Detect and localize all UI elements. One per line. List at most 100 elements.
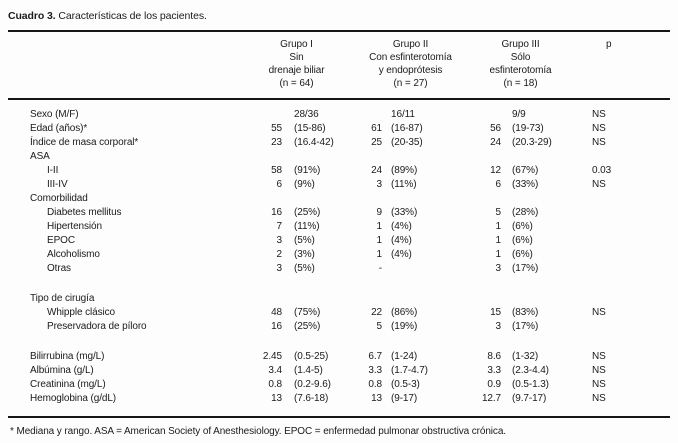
group1-range: (7.6-18)	[294, 393, 329, 404]
table-row: EPOC 3 (5%) 1 (4%) 1 (6%)	[8, 234, 670, 248]
table-row: Índice de masa corporal* 23 (16.4-42) 25 (20…	[8, 136, 670, 150]
group2-range: (16-87)	[391, 123, 423, 134]
table-row: Bilirrubina (mg/L) 2.45 (0.5-25) 6.7 (1-24) 8…	[8, 350, 670, 364]
group1-range: (9%)	[294, 179, 315, 190]
group1-range: (15-86)	[294, 123, 326, 134]
group2-range	[382, 292, 468, 306]
group3-range	[501, 150, 573, 164]
group2-range: (33%)	[391, 207, 418, 218]
group2-range: (1.7-4.7)	[391, 365, 428, 376]
group2-count: -	[378, 263, 383, 274]
row-label: Hipertensión	[47, 221, 102, 232]
group1-count: 48	[271, 307, 282, 318]
row-label: Otras	[47, 263, 71, 274]
row-label: Bilirrubina (mg/L)	[30, 351, 105, 362]
group1-count: 7	[276, 221, 282, 232]
p-value	[573, 248, 670, 262]
group1-range	[282, 292, 353, 306]
table-row: III-IV 6 (9%) 3 (11%) 6 (33%) NS	[8, 178, 670, 192]
group3-count: 12.7	[481, 393, 502, 404]
table-row: Otras 3 (5%) - 3 (17%)	[8, 262, 670, 276]
group3-range	[501, 292, 573, 306]
group1-count: 2.45	[262, 351, 282, 362]
group3-count: 15	[490, 307, 502, 318]
header-group3-name: Grupo III	[501, 39, 540, 50]
header-group1-desc2: drenaje biliar	[268, 65, 325, 76]
group1-range: (91%)	[294, 165, 321, 176]
group2-count: 0.8	[368, 379, 383, 390]
row-label: Creatinina (mg/L)	[30, 379, 106, 390]
group3-range: (33%)	[512, 179, 539, 190]
patients-table: Grupo I Sin drenaje biliar (n = 64) Grup…	[8, 30, 671, 418]
header-group2-desc1: Con esfinterotomía	[369, 52, 452, 63]
group3-range: (28%)	[512, 207, 539, 218]
p-value: NS	[592, 365, 606, 376]
p-value	[573, 206, 670, 220]
group1-count	[240, 292, 282, 306]
group2-count: 61	[371, 123, 383, 134]
group1-count: 16	[271, 321, 282, 332]
group3-range: 9/9	[512, 109, 526, 120]
group2-count	[353, 192, 382, 206]
group3-range	[501, 192, 573, 206]
group1-count: 3.4	[268, 365, 282, 376]
table-caption-number: Cuadro 3.	[8, 10, 56, 22]
group1-count	[240, 192, 282, 206]
group3-range: (17%)	[512, 321, 539, 332]
group1-range: (0.2-9.6)	[294, 379, 331, 390]
table-caption: Cuadro 3. Características de los pacient…	[8, 10, 670, 22]
group3-count: 56	[490, 123, 502, 134]
header-group3-n: (n = 18)	[503, 78, 538, 89]
header-group3-desc2: esfinterotomía	[489, 65, 552, 76]
p-value: NS	[592, 351, 606, 362]
table-row: Creatinina (mg/L) 0.8 (0.2-9.6) 0.8 (0.5-3) 0…	[8, 378, 670, 392]
table-row: Sexo (M/F) 28/36 16/11 9/9 NS	[8, 99, 670, 122]
group1-count	[240, 150, 282, 164]
p-value: NS	[592, 379, 606, 390]
p-value	[573, 320, 670, 334]
header-group2-n: (n = 27)	[393, 78, 428, 89]
spacer-cell	[8, 334, 670, 350]
group2-range: (89%)	[391, 165, 418, 176]
group1-range	[282, 150, 353, 164]
group3-count: 1	[495, 221, 502, 232]
group2-range: (4%)	[391, 235, 412, 246]
group2-range	[382, 192, 468, 206]
row-label: Edad (años)*	[30, 123, 88, 134]
group3-range: (2.3-4.4)	[512, 365, 549, 376]
group2-range: (11%)	[391, 179, 417, 190]
group3-range: (0.5-1.3)	[512, 379, 549, 390]
p-value	[573, 150, 670, 164]
row-label: III-IV	[47, 179, 68, 190]
group1-count: 13	[271, 393, 282, 404]
group3-count: 24	[490, 137, 502, 148]
group2-range: 16/11	[391, 109, 415, 120]
table-row: Preservadora de píloro 16 (25%) 5 (19%) 3 (17%…	[8, 320, 670, 334]
group2-range	[382, 150, 468, 164]
group2-count: 3.3	[368, 365, 383, 376]
group3-range: (9.7-17)	[512, 393, 547, 404]
group1-range: (3%)	[294, 249, 315, 260]
table-row: I-II 58 (91%) 24 (89%) 12 (67%) 0.03	[8, 164, 670, 178]
header-p-column: p	[573, 31, 670, 99]
group3-count: 5	[495, 207, 502, 218]
group3-count	[468, 99, 501, 122]
group1-range	[282, 192, 353, 206]
group3-count: 3.3	[487, 365, 502, 376]
group3-range: (19-73)	[512, 123, 544, 134]
group1-count: 0.8	[268, 379, 282, 390]
group2-count: 9	[376, 207, 383, 218]
group2-range: (4%)	[391, 249, 412, 260]
section-row: Comorbilidad	[8, 192, 670, 206]
group3-count	[468, 150, 501, 164]
row-label: Alcoholismo	[47, 249, 100, 260]
group3-count: 1	[495, 235, 502, 246]
row-label: ASA	[30, 151, 50, 162]
p-value: NS	[592, 137, 606, 148]
group1-range: 28/36	[294, 109, 319, 120]
header-group3-desc1: Sólo	[510, 52, 531, 63]
p-value: NS	[592, 123, 606, 134]
header-group1-n: (n = 64)	[279, 78, 314, 89]
group1-count: 3	[276, 263, 282, 274]
